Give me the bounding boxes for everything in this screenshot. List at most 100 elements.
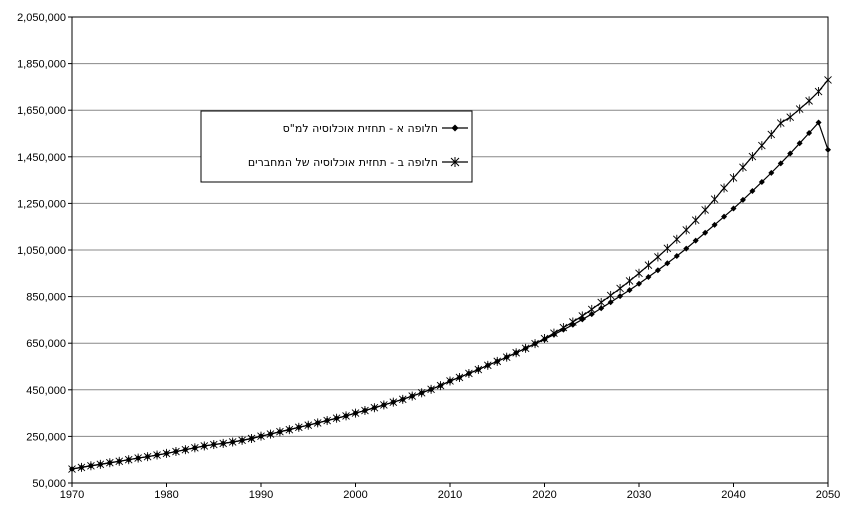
gridlines bbox=[72, 63, 828, 437]
data-point-series-2-2005 bbox=[398, 394, 407, 404]
data-point-series-2-1984 bbox=[200, 441, 209, 451]
data-point-series-2-1993 bbox=[285, 425, 294, 435]
x-tick-label-0: 1970 bbox=[60, 489, 84, 501]
data-point-series-2-2009 bbox=[436, 381, 445, 391]
data-point-series-2-2011 bbox=[455, 372, 464, 382]
data-point-series-2-2045 bbox=[776, 118, 785, 128]
data-point-series-2-1990 bbox=[257, 431, 265, 441]
data-point-series-2-2047 bbox=[795, 104, 804, 114]
data-point-series-2-2049 bbox=[814, 87, 823, 97]
data-point-series-2-2002 bbox=[370, 403, 379, 413]
data-point-series-2-2015 bbox=[493, 356, 502, 366]
y-tick-label-3: 1,450,000 bbox=[17, 152, 66, 164]
data-point-series-1-2033 bbox=[664, 260, 671, 267]
x-tick-label-6: 2030 bbox=[627, 489, 651, 501]
data-point-series-2-1975 bbox=[115, 456, 124, 466]
data-point-series-2-2003 bbox=[380, 400, 388, 410]
data-point-series-2-1981 bbox=[172, 447, 180, 457]
legend: חלופה א - תחזית אוכלוסיה למ"ס חלופה ב - … bbox=[200, 110, 473, 183]
data-point-series-2-2006 bbox=[408, 391, 417, 401]
data-point-series-2-1983 bbox=[191, 443, 199, 453]
data-point-series-2-2020 bbox=[540, 334, 549, 344]
y-tick-label-9: 250,000 bbox=[26, 431, 66, 443]
data-point-series-2-2013 bbox=[474, 365, 483, 375]
data-point-series-2-1996 bbox=[313, 418, 322, 428]
data-point-series-1-2025 bbox=[588, 311, 595, 318]
x-tick-label-3: 2000 bbox=[343, 489, 367, 501]
plot-area-border bbox=[71, 16, 829, 484]
y-tick-label-0: 2,050,000 bbox=[17, 12, 66, 24]
data-point-series-2-2010 bbox=[446, 376, 454, 386]
data-point-series-2-1986 bbox=[219, 438, 228, 448]
data-point-series-2-1997 bbox=[323, 416, 331, 426]
data-point-series-1-2046 bbox=[787, 150, 794, 157]
legend-label-series-1: חלופה א - תחזית אוכלוסיה למ"ס bbox=[283, 122, 438, 135]
data-point-series-1-2029 bbox=[626, 287, 633, 294]
data-point-series-1-2043 bbox=[758, 178, 765, 185]
x-tick-label-8: 2050 bbox=[816, 489, 840, 501]
data-point-series-1-2040 bbox=[730, 205, 737, 212]
data-point-series-1-2031 bbox=[645, 274, 652, 281]
data-point-series-2-1991 bbox=[266, 429, 275, 439]
x-tick-label-4: 2010 bbox=[438, 489, 462, 501]
y-tick-label-10: 50,000 bbox=[32, 478, 66, 490]
data-point-series-2-2016 bbox=[502, 352, 511, 362]
data-point-series-2-1989 bbox=[247, 433, 256, 443]
data-point-series-2-2043 bbox=[758, 141, 766, 151]
y-tick-label-8: 450,000 bbox=[26, 385, 66, 397]
x-axis-tick-labels: 1970 1980 1990 2000 2010 2020 2030 2040 2050 bbox=[60, 489, 840, 501]
data-point-series-2-2001 bbox=[361, 406, 369, 416]
y-tick-label-5: 1,050,000 bbox=[17, 245, 66, 257]
data-point-series-2-2036 bbox=[691, 215, 700, 225]
data-point-series-1-2036 bbox=[692, 237, 699, 244]
legend-box bbox=[200, 110, 473, 183]
data-point-series-2-1995 bbox=[304, 420, 313, 430]
data-point-series-2-1982 bbox=[181, 445, 190, 455]
data-point-series-2-2022 bbox=[559, 323, 568, 333]
data-point-series-2-1992 bbox=[276, 427, 284, 437]
data-point-series-2-2025 bbox=[587, 304, 596, 314]
data-point-series-2-2028 bbox=[616, 283, 624, 293]
data-point-series-2-2026 bbox=[597, 297, 606, 307]
data-point-series-2-1974 bbox=[105, 458, 114, 468]
data-point-series-2-2021 bbox=[550, 328, 558, 338]
data-point-series-2-2048 bbox=[805, 96, 813, 106]
data-point-series-2-1977 bbox=[134, 453, 142, 463]
data-point-series-2-2042 bbox=[748, 152, 757, 162]
data-point-series-2-2031 bbox=[644, 260, 653, 270]
x-tick-label-1: 1980 bbox=[154, 489, 178, 501]
x-tick-label-5: 2020 bbox=[532, 489, 556, 501]
data-point-series-1-2049 bbox=[815, 119, 822, 126]
data-point-series-1-2027 bbox=[607, 299, 614, 306]
series-markers bbox=[68, 75, 832, 474]
data-point-series-2-2030 bbox=[635, 268, 643, 278]
data-point-series-1-2041 bbox=[739, 196, 746, 203]
data-point-series-2-1998 bbox=[332, 413, 341, 423]
data-point-series-1-2030 bbox=[636, 280, 642, 287]
data-point-series-2-2038 bbox=[710, 194, 719, 204]
data-point-series-1-2042 bbox=[749, 188, 756, 195]
legend-label-series-2: חלופה ב - תחזית אוכלוסיה של המחברים bbox=[248, 156, 438, 169]
data-point-series-2-2019 bbox=[531, 339, 539, 349]
data-point-series-1-2047 bbox=[796, 140, 803, 147]
data-point-series-2-2029 bbox=[625, 276, 634, 286]
data-point-series-2-1999 bbox=[342, 411, 350, 421]
data-point-series-2-2023 bbox=[569, 317, 577, 327]
data-point-series-2-1972 bbox=[87, 461, 95, 471]
data-point-series-2-2004 bbox=[389, 397, 398, 407]
data-point-series-1-2044 bbox=[768, 169, 775, 176]
data-point-series-2-1985 bbox=[209, 440, 218, 450]
data-point-series-2-1987 bbox=[228, 437, 237, 447]
data-point-series-2-1979 bbox=[153, 450, 161, 460]
data-point-series-1-2028 bbox=[617, 293, 624, 300]
data-point-series-1-2026 bbox=[598, 305, 605, 312]
data-point-series-2-1971 bbox=[77, 462, 86, 472]
data-point-series-2-1980 bbox=[162, 448, 171, 458]
data-point-series-2-2024 bbox=[578, 311, 587, 321]
data-point-series-2-2035 bbox=[682, 225, 691, 235]
legend-marker-diamond bbox=[451, 124, 459, 132]
y-axis-tick-labels: 2,050,000 1,850,000 1,650,000 1,450,000 1,25… bbox=[17, 12, 66, 490]
data-point-series-1-2039 bbox=[721, 213, 728, 220]
data-point-series-2-2012 bbox=[465, 368, 473, 378]
